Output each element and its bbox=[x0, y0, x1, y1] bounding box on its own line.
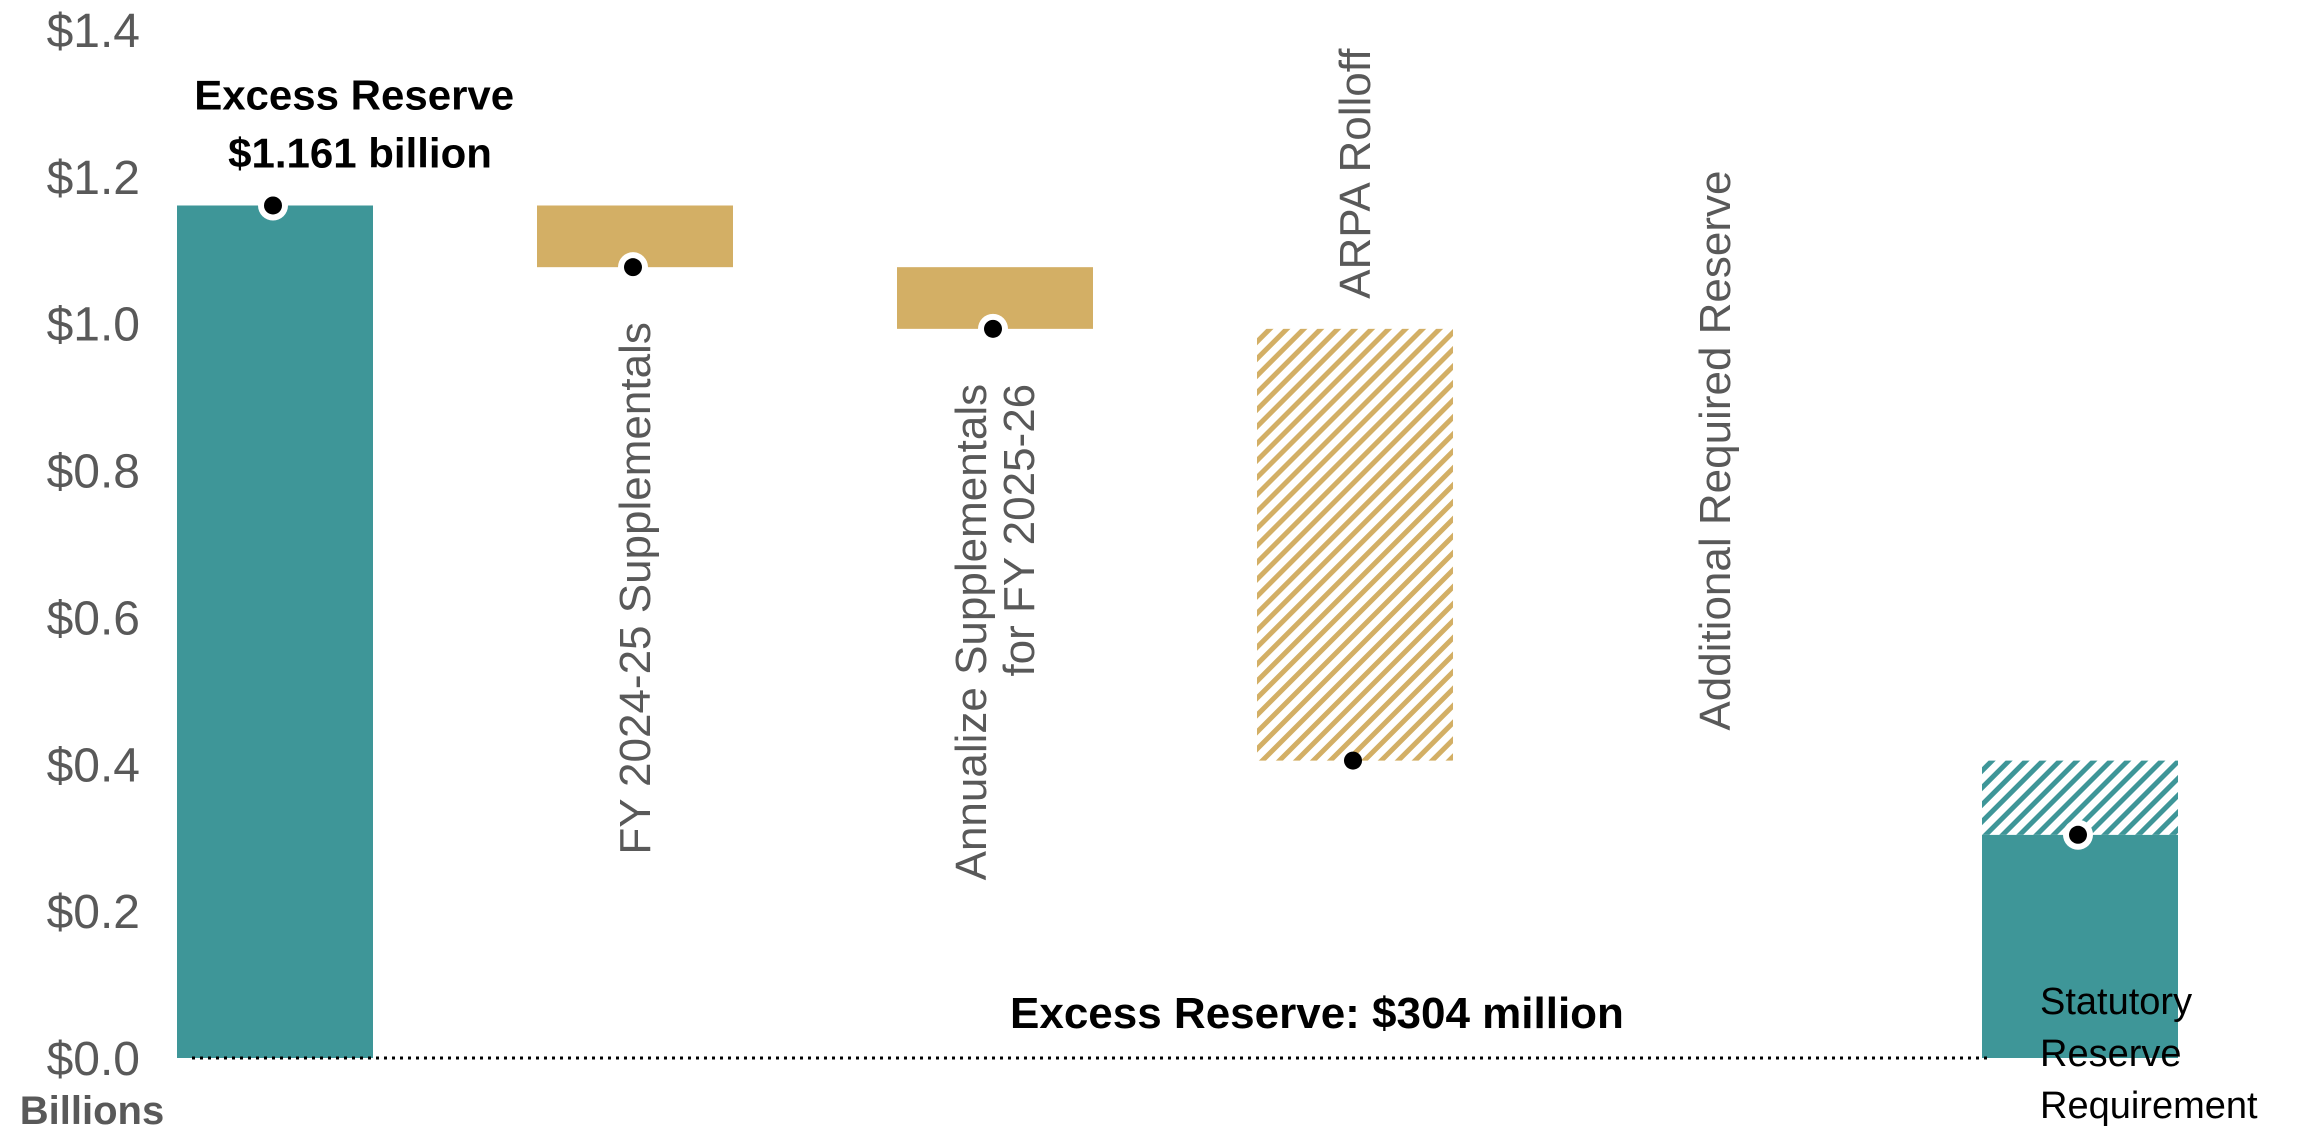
category-label-step-4: Additional Required Reserve bbox=[1691, 171, 1740, 731]
statutory-reserve-label-line-1: Statutory bbox=[2040, 981, 2192, 1023]
marker-step-0 bbox=[264, 196, 282, 215]
markers bbox=[258, 190, 2093, 850]
bar-step-0 bbox=[177, 205, 373, 1059]
statutory-reserve-label-line-2: Reserve bbox=[2040, 1033, 2182, 1075]
y-tick-label: $0.0 bbox=[47, 1033, 140, 1086]
starting-reserve-callout-line-2: $1.161 billion bbox=[228, 129, 492, 176]
y-tick-label: $1.2 bbox=[47, 152, 140, 205]
bar-step-3 bbox=[1257, 328, 1453, 761]
y-tick-label: $0.6 bbox=[47, 592, 140, 645]
y-axis-unit: Billions bbox=[20, 1089, 164, 1130]
bars bbox=[177, 205, 2178, 1059]
category-label-step-1: FY 2024-25 Supplementals bbox=[611, 322, 660, 854]
y-tick-label: $1.0 bbox=[47, 299, 140, 352]
y-tick-label: $0.8 bbox=[47, 446, 140, 499]
marker-step-2 bbox=[984, 319, 1002, 338]
category-labels: FY 2024-25 Supplementals Annualize Supple… bbox=[611, 48, 1740, 881]
category-label-step-3: ARPA Rolloff bbox=[1331, 48, 1380, 299]
marker-step-5 bbox=[2069, 825, 2087, 844]
category-label-step-2: Annualize Supplementals bbox=[947, 384, 996, 881]
bar-step-5 bbox=[1982, 834, 2178, 1058]
marker-step-1 bbox=[624, 258, 642, 277]
marker-step-3 bbox=[1344, 751, 1362, 770]
starting-reserve-callout: Excess Reserve $1.161 billion bbox=[194, 71, 526, 176]
statutory-reserve-label: Statutory Reserve Requirement bbox=[2040, 981, 2258, 1127]
category-label-step-2: for FY 2025-26 bbox=[995, 384, 1044, 677]
y-tick-label: $0.4 bbox=[47, 739, 140, 792]
y-tick-label: $0.2 bbox=[47, 886, 140, 939]
starting-reserve-callout-line-1: Excess Reserve bbox=[194, 71, 514, 118]
y-tick-label: $1.4 bbox=[47, 5, 140, 58]
ending-reserve-callout: Excess Reserve: $304 million bbox=[1010, 989, 1624, 1038]
y-axis-ticks: $0.0 $0.2 $0.4 $0.6 $0.8 $1.0 $1.2 $1.4 bbox=[47, 5, 140, 1086]
statutory-reserve-label-line-3: Requirement bbox=[2040, 1085, 2258, 1127]
